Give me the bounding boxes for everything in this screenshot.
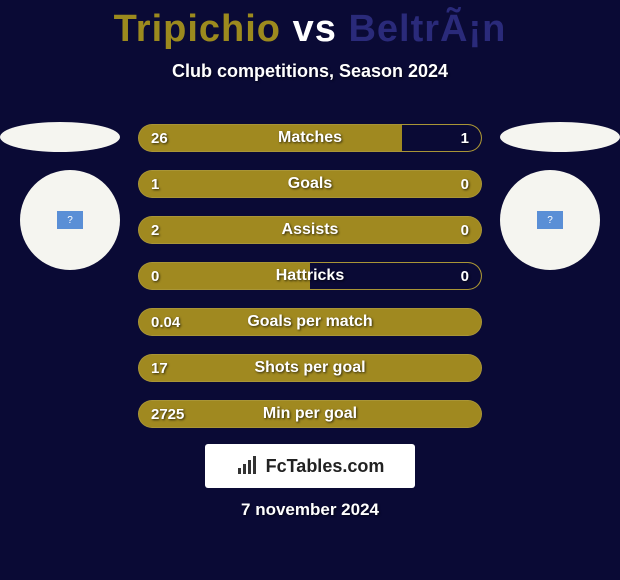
player2-name: BeltrÃ¡n [348,8,506,50]
stat-label: Goals [139,171,481,197]
player1-flag-icon: ? [57,211,83,229]
stat-row: 2Assists0 [138,216,482,244]
stat-label: Assists [139,217,481,243]
stat-label: Shots per goal [139,355,481,381]
player1-name: Tripichio [114,8,281,50]
stat-row: 26Matches1 [138,124,482,152]
stat-row: 17Shots per goal [138,354,482,382]
stat-label: Hattricks [139,263,481,289]
logo-chart-icon [236,456,260,476]
date-label: 7 november 2024 [0,500,620,520]
stat-right-value: 0 [461,217,469,243]
stat-row: 2725Min per goal [138,400,482,428]
stat-right-value: 0 [461,171,469,197]
stat-label: Min per goal [139,401,481,427]
subtitle: Club competitions, Season 2024 [0,61,620,82]
player1-badge-circle: ? [20,170,120,270]
stat-row: 0Hattricks0 [138,262,482,290]
stats-bars-container: 26Matches11Goals02Assists00Hattricks00.0… [138,124,482,446]
stat-right-value: 0 [461,263,469,289]
player1-shadow-ellipse [0,122,120,152]
stat-right-value: 1 [461,125,469,151]
stat-row: 0.04Goals per match [138,308,482,336]
vs-label: vs [293,8,337,50]
stat-row: 1Goals0 [138,170,482,198]
logo-text: FcTables.com [266,456,385,477]
stat-label: Matches [139,125,481,151]
stat-label: Goals per match [139,309,481,335]
player2-shadow-ellipse [500,122,620,152]
comparison-title: Tripichio vs BeltrÃ¡n [0,0,620,51]
site-logo: FcTables.com [205,444,415,488]
player2-badge-circle: ? [500,170,600,270]
player2-flag-icon: ? [537,211,563,229]
